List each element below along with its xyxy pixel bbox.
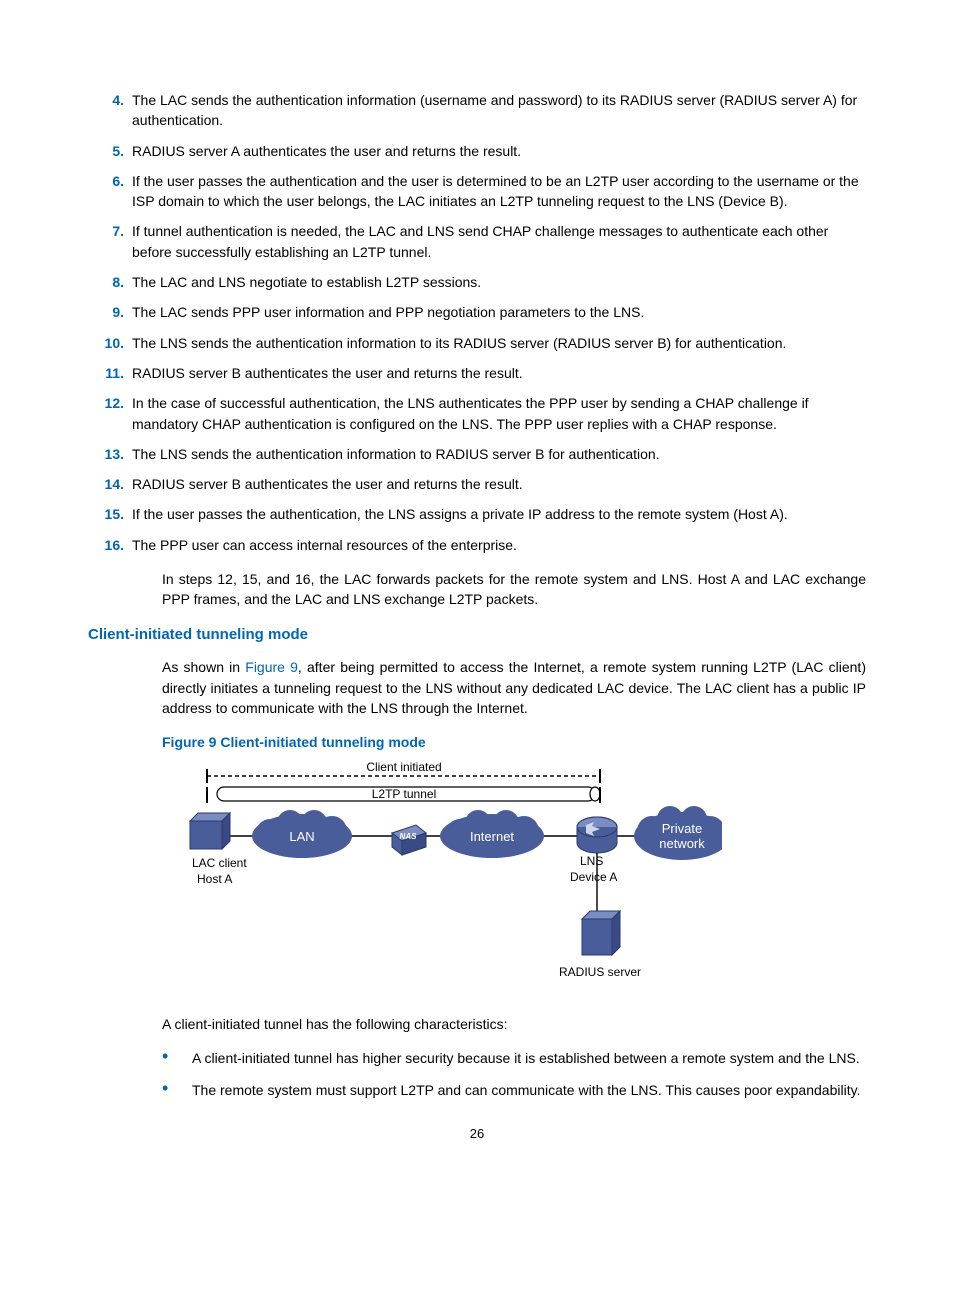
nas-label: NAS bbox=[400, 832, 418, 841]
bullet-dot: • bbox=[162, 1048, 192, 1068]
step-text: The LNS sends the authentication informa… bbox=[132, 333, 866, 353]
step-number: 16. bbox=[88, 535, 132, 555]
private-label-1: Private bbox=[662, 821, 702, 836]
bullet-item: •The remote system must support L2TP and… bbox=[162, 1080, 866, 1100]
step-item: 16.The PPP user can access internal reso… bbox=[88, 535, 866, 555]
step-number: 6. bbox=[88, 171, 132, 212]
step-text: In the case of successful authentication… bbox=[132, 393, 866, 434]
step-item: 7.If tunnel authentication is needed, th… bbox=[88, 221, 866, 262]
step-item: 12.In the case of successful authenticat… bbox=[88, 393, 866, 434]
step-number: 11. bbox=[88, 363, 132, 383]
step-text: The LAC sends PPP user information and P… bbox=[132, 302, 866, 322]
figure-9-link[interactable]: Figure 9 bbox=[245, 659, 298, 675]
step-text: RADIUS server A authenticates the user a… bbox=[132, 141, 866, 161]
step-text: RADIUS server B authenticates the user a… bbox=[132, 363, 866, 383]
step-text: The LNS sends the authentication informa… bbox=[132, 444, 866, 464]
step-text: RADIUS server B authenticates the user a… bbox=[132, 474, 866, 494]
step-number: 7. bbox=[88, 221, 132, 262]
lns-label-1: LNS bbox=[580, 854, 603, 868]
step-item: 6.If the user passes the authentication … bbox=[88, 171, 866, 212]
page-number: 26 bbox=[88, 1125, 866, 1144]
internet-label: Internet bbox=[470, 829, 514, 844]
step-item: 8.The LAC and LNS negotiate to establish… bbox=[88, 272, 866, 292]
lns-label-2: Device A bbox=[570, 870, 617, 884]
step-number: 9. bbox=[88, 302, 132, 322]
bullet-dot: • bbox=[162, 1080, 192, 1100]
step-text: If tunnel authentication is needed, the … bbox=[132, 221, 866, 262]
after-steps-paragraph: In steps 12, 15, and 16, the LAC forward… bbox=[162, 569, 866, 610]
lac-client-icon bbox=[190, 813, 230, 849]
step-number: 5. bbox=[88, 141, 132, 161]
step-text: The PPP user can access internal resourc… bbox=[132, 535, 866, 555]
step-item: 13.The LNS sends the authentication info… bbox=[88, 444, 866, 464]
lac-client-label-2: Host A bbox=[197, 872, 232, 886]
bullet-text: A client-initiated tunnel has higher sec… bbox=[192, 1048, 866, 1068]
bullet-text: The remote system must support L2TP and … bbox=[192, 1080, 866, 1100]
bullet-list: •A client-initiated tunnel has higher se… bbox=[162, 1048, 866, 1101]
intro-characteristics: A client-initiated tunnel has the follow… bbox=[162, 1014, 866, 1034]
step-number: 8. bbox=[88, 272, 132, 292]
figure-9-diagram: Client initiated L2TP tunnel LAC client … bbox=[162, 761, 722, 996]
step-item: 9.The LAC sends PPP user information and… bbox=[88, 302, 866, 322]
step-number: 10. bbox=[88, 333, 132, 353]
nas-icon: NAS bbox=[392, 825, 426, 855]
step-text: If the user passes the authentication an… bbox=[132, 171, 866, 212]
step-item: 11.RADIUS server B authenticates the use… bbox=[88, 363, 866, 383]
lan-label: LAN bbox=[289, 829, 314, 844]
figure-9-caption: Figure 9 Client-initiated tunneling mode bbox=[162, 732, 866, 752]
step-number: 4. bbox=[88, 90, 132, 131]
radius-server-icon bbox=[582, 911, 620, 955]
page: 4.The LAC sends the authentication infor… bbox=[0, 0, 954, 1184]
step-item: 5.RADIUS server A authenticates the user… bbox=[88, 141, 866, 161]
step-number: 15. bbox=[88, 504, 132, 524]
body-paragraph: As shown in Figure 9, after being permit… bbox=[162, 657, 866, 718]
section-heading-client-initiated: Client-initiated tunneling mode bbox=[88, 624, 866, 646]
bullet-item: •A client-initiated tunnel has higher se… bbox=[162, 1048, 866, 1068]
step-text: The LAC and LNS negotiate to establish L… bbox=[132, 272, 866, 292]
step-item: 10.The LNS sends the authentication info… bbox=[88, 333, 866, 353]
label-client-initiated: Client initiated bbox=[366, 761, 441, 774]
label-l2tp-tunnel: L2TP tunnel bbox=[372, 787, 437, 801]
lan-cloud: LAN bbox=[252, 810, 352, 858]
step-number: 13. bbox=[88, 444, 132, 464]
step-number: 12. bbox=[88, 393, 132, 434]
step-item: 15.If the user passes the authentication… bbox=[88, 504, 866, 524]
private-network-cloud: Private network bbox=[634, 806, 722, 860]
radius-label: RADIUS server bbox=[559, 965, 641, 979]
body-pre: As shown in bbox=[162, 659, 245, 675]
private-label-2: network bbox=[659, 836, 705, 851]
lac-client-label-1: LAC client bbox=[192, 856, 247, 870]
step-item: 4.The LAC sends the authentication infor… bbox=[88, 90, 866, 131]
step-item: 14.RADIUS server B authenticates the use… bbox=[88, 474, 866, 494]
internet-cloud: Internet bbox=[440, 810, 544, 858]
numbered-steps: 4.The LAC sends the authentication infor… bbox=[88, 90, 866, 555]
step-text: The LAC sends the authentication informa… bbox=[132, 90, 866, 131]
step-number: 14. bbox=[88, 474, 132, 494]
step-text: If the user passes the authentication, t… bbox=[132, 504, 866, 524]
lns-icon bbox=[577, 817, 617, 853]
